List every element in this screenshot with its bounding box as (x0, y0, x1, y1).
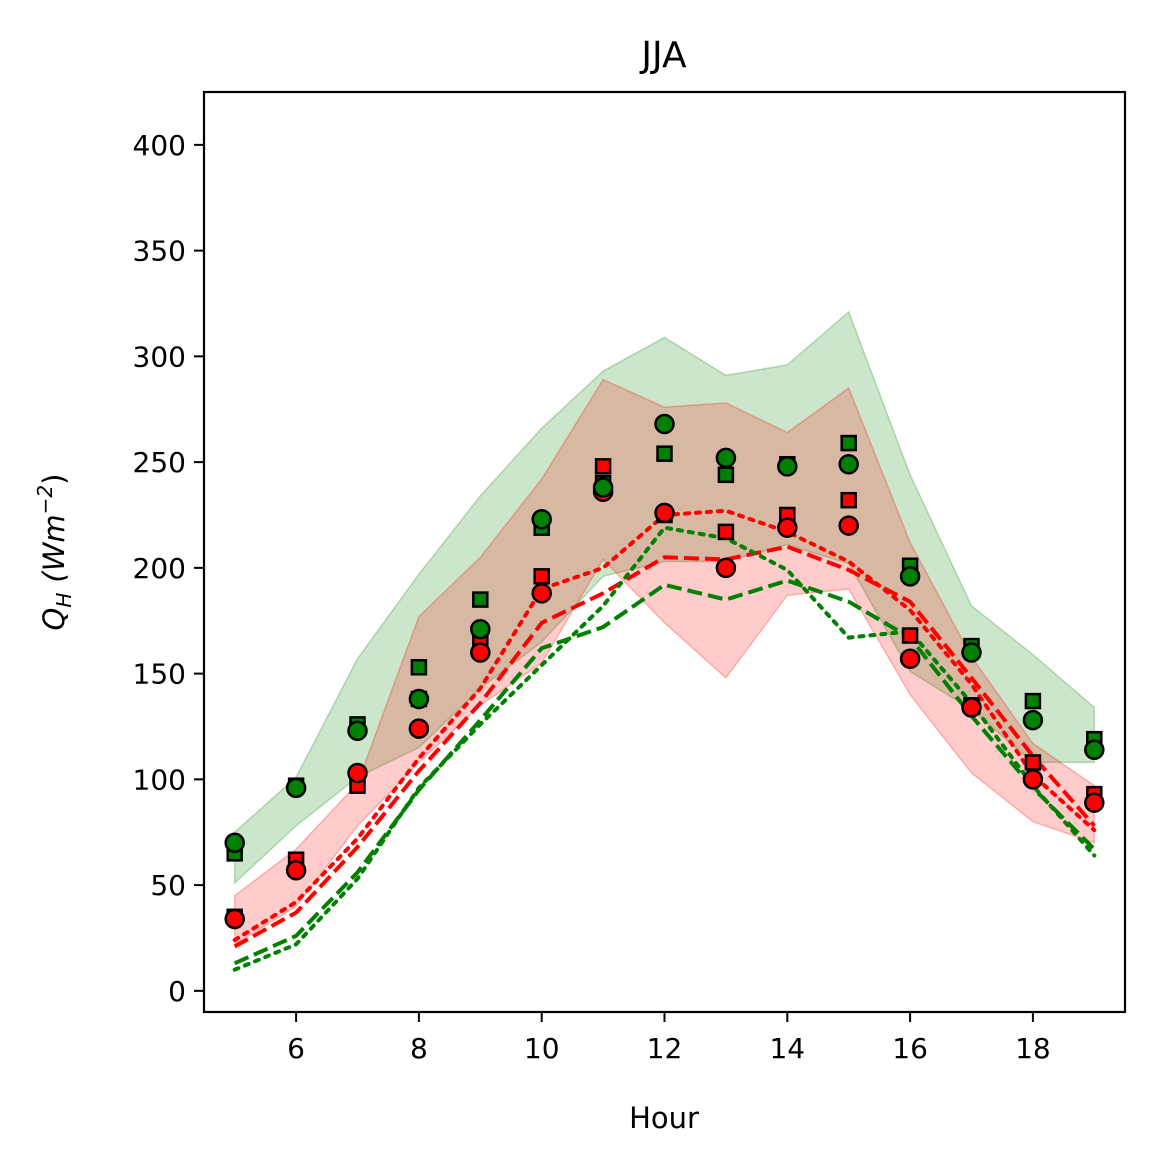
marker-circle-1-9 (777, 517, 798, 538)
marker-circle-1-10 (838, 515, 859, 536)
x-tick-label-2: 10 (524, 1032, 560, 1065)
y-tick-label-8: 400 (133, 129, 186, 162)
marker-square-0-10 (840, 491, 857, 509)
marker-circle-3-3 (408, 688, 430, 710)
marker-circle-1-0 (224, 908, 245, 930)
marker-circle-1-1 (285, 860, 307, 881)
x-axis: 6 8 10 12 14 16 18 (287, 1012, 1051, 1065)
y-tick-label-7: 350 (133, 235, 186, 268)
marker-circle-3-8 (715, 447, 737, 469)
marker-circle-3-2 (347, 720, 368, 741)
marker-circle-1-3 (408, 718, 430, 739)
series-line-2 (233, 578, 1096, 966)
x-tick-label-4: 14 (769, 1032, 805, 1065)
marker-circle-1-7 (654, 502, 675, 524)
marker-circle-3-5 (531, 508, 552, 530)
y-tick-label-5: 250 (133, 446, 186, 479)
y-tick-label-0: 0 (168, 975, 186, 1008)
y-axis: 0 50 100 150 200 250 300 350 400 (133, 129, 204, 1008)
marker-circle-1-8 (715, 557, 737, 579)
marker-square-0-13 (1024, 754, 1042, 771)
marker-circle-1-12 (961, 697, 982, 718)
marker-circle-3-11 (899, 566, 921, 587)
marker-circle-3-4 (470, 618, 491, 640)
marker-square-0-5 (533, 568, 550, 585)
marker-square-2-10 (840, 434, 857, 452)
y-axis-label: QH(Wm−2) (33, 474, 76, 631)
marker-circle-3-9 (777, 456, 798, 477)
y-tick-label-1: 50 (150, 869, 186, 902)
x-axis-label: Hour (629, 1101, 699, 1135)
marker-square-2-3 (410, 659, 428, 676)
marker-circle-1-4 (470, 642, 491, 663)
y-tick-label-6: 300 (133, 340, 186, 373)
marker-circle-3-14 (1084, 739, 1105, 760)
series-line-3 (232, 525, 1097, 972)
marker-circle-1-5 (531, 582, 552, 604)
marker-square-0-8 (717, 523, 735, 541)
y-tick-label-2: 100 (133, 763, 186, 796)
marker-square-0-11 (901, 627, 919, 644)
x-tick-label-3: 12 (647, 1032, 683, 1065)
marker-circle-1-14 (1084, 792, 1105, 813)
markers-layer (224, 413, 1105, 930)
marker-circle-3-6 (592, 477, 614, 498)
x-tick-label-6: 18 (1015, 1032, 1051, 1065)
series-line-0 (233, 544, 1096, 949)
marker-square-2-8 (717, 466, 735, 484)
marker-square-0-6 (594, 458, 612, 475)
marker-circle-3-10 (838, 453, 859, 475)
marker-circle-3-0 (224, 832, 245, 854)
x-tick-label-5: 16 (892, 1032, 928, 1065)
chart-title: JJA (639, 35, 687, 76)
marker-circle-3-13 (1022, 709, 1044, 731)
y-tick-label-4: 200 (133, 552, 186, 585)
marker-circle-3-7 (654, 413, 675, 435)
marker-square-2-13 (1024, 692, 1042, 710)
marker-circle-1-13 (1022, 769, 1044, 790)
marker-square-2-7 (656, 445, 673, 462)
marker-circle-1-2 (347, 762, 368, 784)
marker-circle-1-11 (899, 648, 921, 670)
marker-square-2-4 (472, 591, 489, 608)
marker-circle-3-1 (285, 777, 307, 799)
x-tick-label-1: 8 (410, 1032, 428, 1065)
marker-circle-3-12 (961, 642, 982, 663)
x-tick-label-0: 6 (287, 1032, 305, 1065)
y-tick-label-3: 150 (133, 658, 186, 691)
